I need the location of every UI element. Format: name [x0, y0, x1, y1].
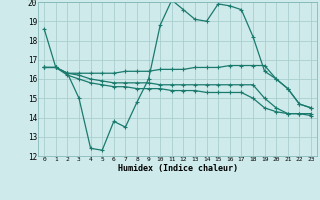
X-axis label: Humidex (Indice chaleur): Humidex (Indice chaleur) — [118, 164, 238, 173]
